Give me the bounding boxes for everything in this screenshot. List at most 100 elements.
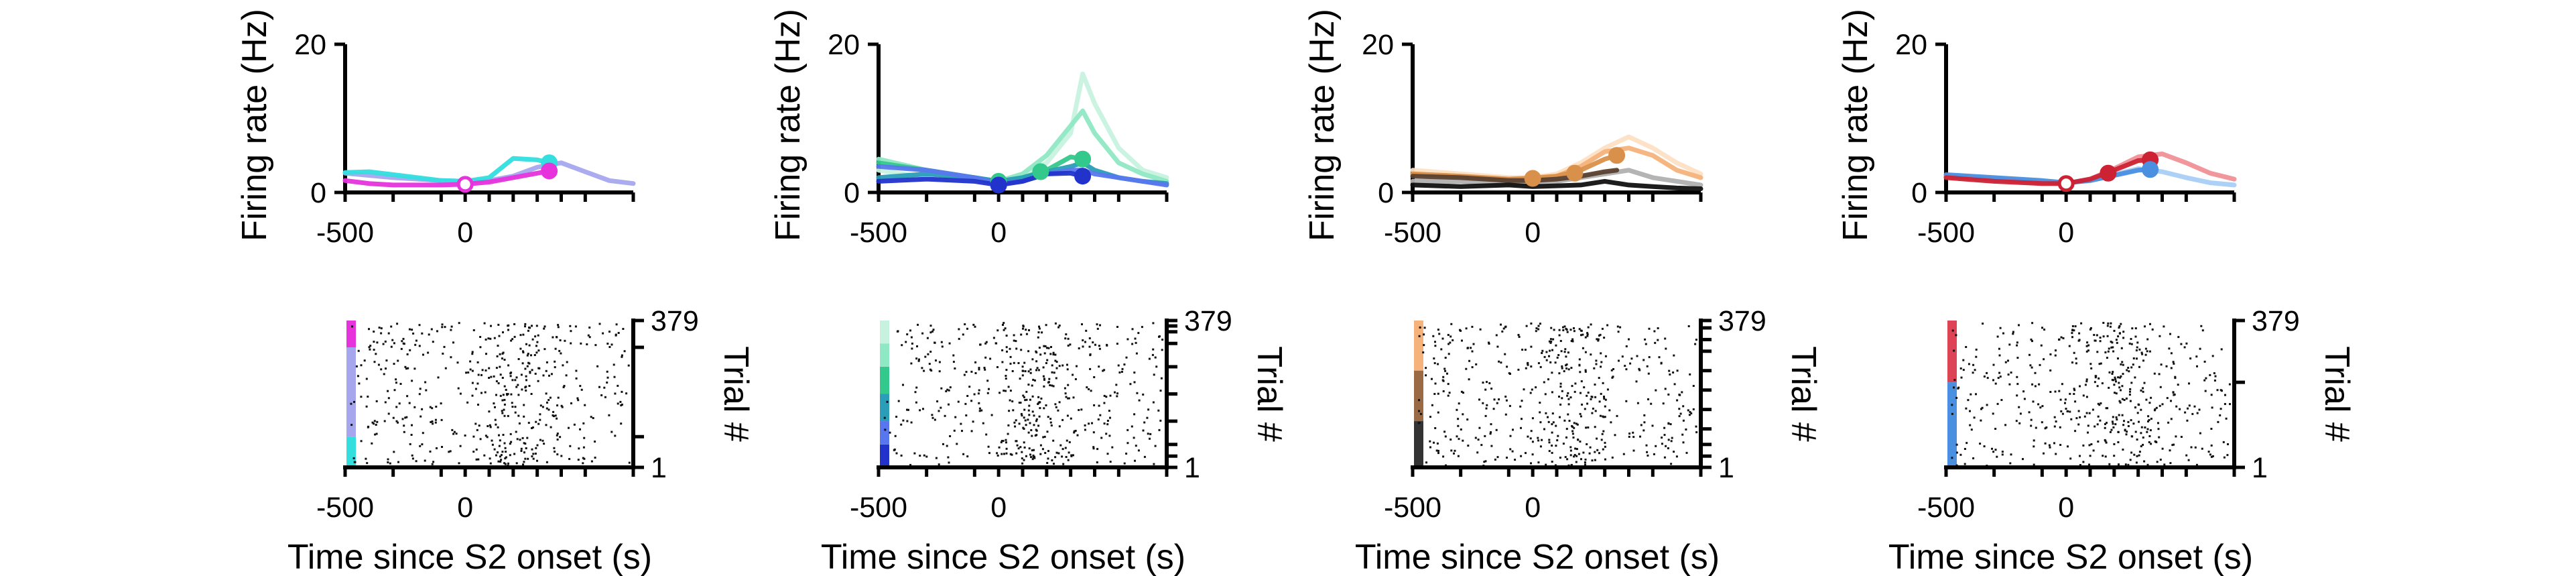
spike-tick [1651, 424, 1654, 427]
spike-tick [1548, 450, 1551, 453]
spike-tick [594, 457, 596, 459]
spike-tick [1457, 424, 1460, 427]
spike-tick [1135, 352, 1138, 355]
spike-tick [1480, 444, 1483, 447]
spike-tick [1025, 398, 1028, 401]
spike-tick [2120, 363, 2122, 365]
spike-tick [1687, 325, 1690, 327]
spike-tick [1065, 333, 1068, 336]
spike-tick [1442, 376, 1445, 378]
spike-tick [1031, 435, 1033, 437]
spike-tick [1088, 388, 1090, 390]
spike-tick [1545, 359, 1548, 361]
spike-tick [1663, 456, 1666, 459]
spike-tick [620, 422, 623, 425]
spike-tick [1575, 448, 1578, 451]
spike-tick [2112, 416, 2114, 418]
spike-tick [1103, 394, 1106, 397]
spike-tick [1588, 452, 1591, 455]
spike-tick [1625, 368, 1628, 371]
spike-tick [507, 414, 509, 417]
spike-tick [1066, 368, 1069, 371]
trial-group-bar [1414, 421, 1423, 467]
spike-tick [1478, 398, 1480, 401]
spike-tick [931, 414, 933, 416]
spike-tick [1545, 412, 1547, 414]
spike-tick [2083, 415, 2086, 418]
spike-tick [978, 407, 981, 410]
series-line [876, 170, 1086, 188]
spike-tick [1005, 335, 1008, 337]
spike-tick [986, 392, 989, 394]
spike-tick [1151, 353, 1154, 356]
spike-tick [1545, 351, 1548, 353]
spike-tick [2196, 365, 2198, 367]
spike-tick [1117, 364, 1120, 367]
spike-tick [1517, 368, 1520, 371]
spike-tick [1573, 390, 1576, 393]
spike-tick [1598, 334, 1600, 337]
spike-tick [1569, 396, 1572, 399]
spike-tick [1994, 449, 1997, 451]
spike-tick [968, 386, 971, 388]
spike-tick [964, 323, 966, 326]
spike-tick [390, 345, 393, 348]
spike-tick [1518, 335, 1521, 338]
spike-tick [375, 353, 377, 355]
spike-tick [501, 451, 504, 453]
spike-tick [1602, 382, 1604, 384]
spike-tick [1998, 354, 2001, 357]
spike-tick [495, 367, 498, 369]
spike-tick [2107, 350, 2110, 353]
spike-tick [2077, 339, 2080, 342]
spike-tick [2012, 331, 2014, 333]
x-tick-label: 0 [990, 217, 1007, 249]
spike-tick [1035, 429, 1038, 432]
spike-tick [2147, 415, 2150, 418]
spike-tick [1569, 449, 1572, 452]
spike-tick [2227, 443, 2229, 445]
spike-tick [1042, 366, 1045, 369]
spike-tick [455, 433, 458, 435]
spike-tick [2074, 430, 2077, 433]
spike-tick [1023, 416, 1025, 419]
spike-tick [2085, 396, 2088, 398]
spike-tick [1604, 441, 1606, 444]
spike-tick [521, 362, 524, 365]
spike-tick [1458, 402, 1460, 405]
spike-tick [1955, 443, 1958, 446]
spike-tick [2130, 451, 2133, 454]
spike-tick [2059, 426, 2061, 428]
spike-tick [1687, 409, 1689, 412]
spike-tick [1152, 322, 1155, 325]
spike-tick [480, 373, 482, 376]
spike-tick [2018, 406, 2020, 408]
spike-tick [526, 437, 529, 439]
spike-tick [1005, 441, 1007, 444]
spike-tick [623, 350, 626, 353]
spike-tick [2169, 449, 2171, 452]
spike-tick [2172, 361, 2175, 363]
spike-tick [582, 462, 584, 465]
spike-tick [513, 335, 516, 338]
spike-tick [1015, 347, 1018, 350]
spike-tick [1563, 325, 1566, 328]
spike-tick [2054, 390, 2057, 393]
spike-tick [1994, 382, 1997, 385]
spike-tick [2049, 369, 2052, 371]
spike-tick [1575, 422, 1577, 425]
spike-tick [524, 367, 527, 370]
spike-tick [956, 443, 958, 445]
spike-tick [2138, 451, 2141, 453]
spike-tick [1031, 410, 1034, 413]
spike-tick [527, 329, 529, 332]
spike-tick [1632, 431, 1634, 434]
spike-tick [978, 410, 981, 412]
spike-tick [1086, 386, 1088, 389]
spike-tick [1099, 324, 1101, 327]
spike-tick [1136, 392, 1139, 394]
spike-tick [2010, 371, 2012, 374]
spike-tick [2224, 403, 2226, 405]
spike-tick [371, 421, 374, 424]
spike-tick [543, 327, 545, 330]
